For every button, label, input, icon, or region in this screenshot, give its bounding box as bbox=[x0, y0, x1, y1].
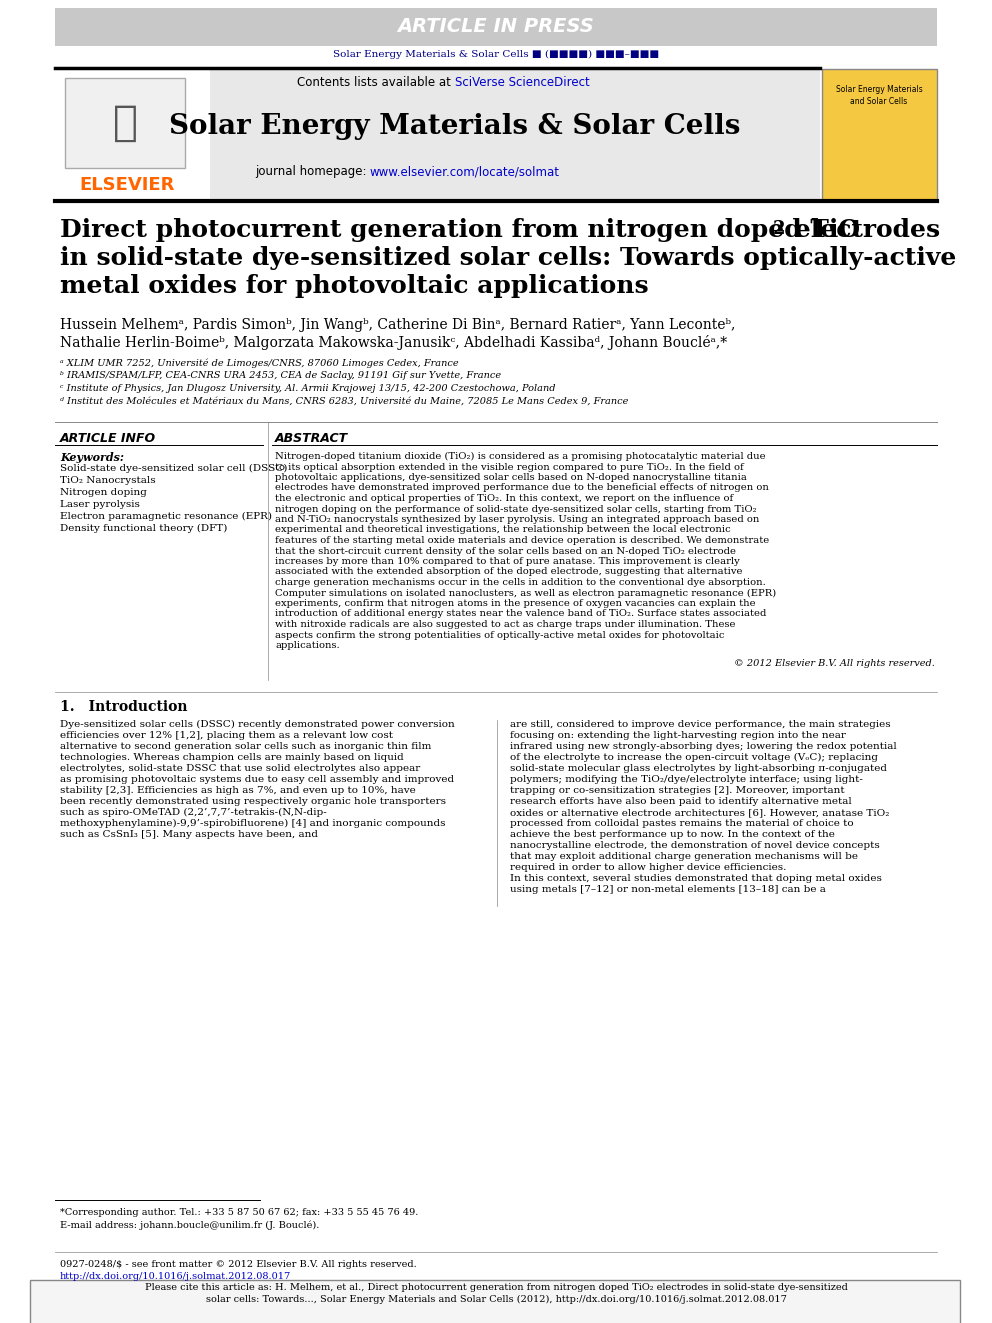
Text: ᵇ IRAMIS/SPAM/LFP, CEA-CNRS URA 2453, CEA de Saclay, 91191 Gif sur Yvette, Franc: ᵇ IRAMIS/SPAM/LFP, CEA-CNRS URA 2453, CE… bbox=[60, 370, 501, 380]
Text: Hussein Melhemᵃ, Pardis Simonᵇ, Jin Wangᵇ, Catherine Di Binᵃ, Bernard Ratierᵃ, Y: Hussein Melhemᵃ, Pardis Simonᵇ, Jin Wang… bbox=[60, 318, 735, 332]
Text: to its optical absorption extended in the visible region compared to pure TiO₂. : to its optical absorption extended in th… bbox=[275, 463, 744, 471]
Text: 🌳: 🌳 bbox=[112, 102, 138, 144]
Text: associated with the extended absorption of the doped electrode, suggesting that : associated with the extended absorption … bbox=[275, 568, 742, 577]
Text: been recently demonstrated using respectively organic hole transporters: been recently demonstrated using respect… bbox=[60, 796, 446, 806]
Text: focusing on: extending the light-harvesting region into the near: focusing on: extending the light-harvest… bbox=[510, 732, 846, 740]
Text: www.elsevier.com/locate/solmat: www.elsevier.com/locate/solmat bbox=[370, 165, 560, 179]
Text: methoxyphenylamine)-9,9’-spirobifluorene) [4] and inorganic compounds: methoxyphenylamine)-9,9’-spirobifluorene… bbox=[60, 819, 445, 828]
Text: the electronic and optical properties of TiO₂. In this context, we report on the: the electronic and optical properties of… bbox=[275, 493, 733, 503]
Text: electrodes have demonstrated improved performance due to the beneficial effects : electrodes have demonstrated improved pe… bbox=[275, 483, 769, 492]
Text: © 2012 Elsevier B.V. All rights reserved.: © 2012 Elsevier B.V. All rights reserved… bbox=[734, 659, 935, 668]
Text: Contents lists available at: Contents lists available at bbox=[298, 77, 455, 90]
Text: journal homepage:: journal homepage: bbox=[255, 165, 370, 179]
Text: that the short-circuit current density of the solar cells based on an N-doped Ti: that the short-circuit current density o… bbox=[275, 546, 736, 556]
Text: such as CsSnI₃ [5]. Many aspects have been, and: such as CsSnI₃ [5]. Many aspects have be… bbox=[60, 830, 318, 839]
Text: ABSTRACT: ABSTRACT bbox=[275, 433, 348, 445]
FancyBboxPatch shape bbox=[55, 69, 210, 200]
Text: electrolytes, solid-state DSSC that use solid electrolytes also appear: electrolytes, solid-state DSSC that use … bbox=[60, 763, 421, 773]
Text: Nathalie Herlin-Boimeᵇ, Malgorzata Makowska-Janusikᶜ, Abdelhadi Kassibaᵈ, Johann: Nathalie Herlin-Boimeᵇ, Malgorzata Makow… bbox=[60, 335, 727, 351]
Text: TiO₂ Nanocrystals: TiO₂ Nanocrystals bbox=[60, 476, 156, 486]
Text: experimental and theoretical investigations, the relationship between the local : experimental and theoretical investigati… bbox=[275, 525, 731, 534]
Text: In this context, several studies demonstrated that doping metal oxides: In this context, several studies demonst… bbox=[510, 875, 882, 882]
Text: efficiencies over 12% [1,2], placing them as a relevant low cost: efficiencies over 12% [1,2], placing the… bbox=[60, 732, 393, 740]
Text: SciVerse ScienceDirect: SciVerse ScienceDirect bbox=[455, 77, 590, 90]
Text: Direct photocurrent generation from nitrogen doped TiO: Direct photocurrent generation from nitr… bbox=[60, 218, 860, 242]
Text: as promising photovoltaic systems due to easy cell assembly and improved: as promising photovoltaic systems due to… bbox=[60, 775, 454, 785]
Text: solar cells: Towards..., Solar Energy Materials and Solar Cells (2012), http://d: solar cells: Towards..., Solar Energy Ma… bbox=[205, 1295, 787, 1304]
Text: trapping or co-sensitization strategies [2]. Moreover, important: trapping or co-sensitization strategies … bbox=[510, 786, 844, 795]
Text: Solar Energy Materials & Solar Cells: Solar Energy Materials & Solar Cells bbox=[170, 114, 741, 140]
Text: ELSEVIER: ELSEVIER bbox=[79, 176, 175, 194]
Text: alternative to second generation solar cells such as inorganic thin film: alternative to second generation solar c… bbox=[60, 742, 432, 751]
Text: Nitrogen doping: Nitrogen doping bbox=[60, 488, 147, 497]
Text: ᵈ Institut des Molécules et Matériaux du Mans, CNRS 6283, Université du Maine, 7: ᵈ Institut des Molécules et Matériaux du… bbox=[60, 397, 628, 406]
Text: Please cite this article as: H. Melhem, et al., Direct photocurrent generation f: Please cite this article as: H. Melhem, … bbox=[145, 1283, 847, 1293]
Text: required in order to allow higher device efficiencies.: required in order to allow higher device… bbox=[510, 863, 787, 872]
Text: nanocrystalline electrode, the demonstration of novel device concepts: nanocrystalline electrode, the demonstra… bbox=[510, 841, 880, 849]
Text: ᵃ XLIM UMR 7252, Université de Limoges/CNRS, 87060 Limoges Cedex, France: ᵃ XLIM UMR 7252, Université de Limoges/C… bbox=[60, 359, 458, 368]
Text: Dye-sensitized solar cells (DSSC) recently demonstrated power conversion: Dye-sensitized solar cells (DSSC) recent… bbox=[60, 720, 454, 729]
Text: Electron paramagnetic resonance (EPR): Electron paramagnetic resonance (EPR) bbox=[60, 512, 272, 521]
Text: such as spiro-OMeTAD (2,2’,7,7’-tetrakis-(N,N-dip-: such as spiro-OMeTAD (2,2’,7,7’-tetrakis… bbox=[60, 808, 326, 818]
Text: stability [2,3]. Efficiencies as high as 7%, and even up to 10%, have: stability [2,3]. Efficiencies as high as… bbox=[60, 786, 416, 795]
Text: ARTICLE INFO: ARTICLE INFO bbox=[60, 433, 156, 445]
Text: in solid-state dye-sensitized solar cells: Towards optically-active: in solid-state dye-sensitized solar cell… bbox=[60, 246, 956, 270]
Text: experiments, confirm that nitrogen atoms in the presence of oxygen vacancies can: experiments, confirm that nitrogen atoms… bbox=[275, 599, 756, 609]
Text: Computer simulations on isolated nanoclusters, as well as electron paramagnetic : Computer simulations on isolated nanoclu… bbox=[275, 589, 777, 598]
Text: of the electrolyte to increase the open-circuit voltage (VₒC); replacing: of the electrolyte to increase the open-… bbox=[510, 753, 878, 762]
Text: Solar Energy Materials & Solar Cells ■ (■■■■) ■■■–■■■: Solar Energy Materials & Solar Cells ■ (… bbox=[333, 49, 659, 58]
Text: polymers; modifying the TiO₂/dye/electrolyte interface; using light-: polymers; modifying the TiO₂/dye/electro… bbox=[510, 775, 863, 785]
Text: nitrogen doping on the performance of solid-state dye-sensitized solar cells, st: nitrogen doping on the performance of so… bbox=[275, 504, 757, 513]
Text: processed from colloidal pastes remains the material of choice to: processed from colloidal pastes remains … bbox=[510, 819, 854, 828]
Text: http://dx.doi.org/10.1016/j.solmat.2012.08.017: http://dx.doi.org/10.1016/j.solmat.2012.… bbox=[60, 1271, 292, 1281]
Text: with nitroxide radicals are also suggested to act as charge traps under illumina: with nitroxide radicals are also suggest… bbox=[275, 620, 735, 628]
Text: infrared using new strongly-absorbing dyes; lowering the redox potential: infrared using new strongly-absorbing dy… bbox=[510, 742, 897, 751]
Text: 0927-0248/$ - see front matter © 2012 Elsevier B.V. All rights reserved.: 0927-0248/$ - see front matter © 2012 El… bbox=[60, 1259, 417, 1269]
Text: aspects confirm the strong potentialities of optically-active metal oxides for p: aspects confirm the strong potentialitie… bbox=[275, 631, 724, 639]
FancyBboxPatch shape bbox=[822, 69, 937, 200]
FancyBboxPatch shape bbox=[55, 8, 937, 46]
Text: charge generation mechanisms occur in the cells in addition to the conventional : charge generation mechanisms occur in th… bbox=[275, 578, 766, 587]
Text: electrodes: electrodes bbox=[786, 218, 940, 242]
Text: metal oxides for photovoltaic applications: metal oxides for photovoltaic applicatio… bbox=[60, 274, 649, 298]
Text: are still, considered to improve device performance, the main strategies: are still, considered to improve device … bbox=[510, 720, 891, 729]
Text: that may exploit additional charge generation mechanisms will be: that may exploit additional charge gener… bbox=[510, 852, 858, 861]
Text: Density functional theory (DFT): Density functional theory (DFT) bbox=[60, 524, 227, 533]
Text: photovoltaic applications, dye-sensitized solar cells based on N-doped nanocryst: photovoltaic applications, dye-sensitize… bbox=[275, 474, 747, 482]
Text: and Solar Cells: and Solar Cells bbox=[850, 97, 908, 106]
FancyBboxPatch shape bbox=[65, 78, 185, 168]
Text: research efforts have also been paid to identify alternative metal: research efforts have also been paid to … bbox=[510, 796, 852, 806]
Text: Nitrogen-doped titanium dioxide (TiO₂) is considered as a promising photocatalyt: Nitrogen-doped titanium dioxide (TiO₂) i… bbox=[275, 452, 766, 462]
Text: Solid-state dye-sensitized solar cell (DSSC): Solid-state dye-sensitized solar cell (D… bbox=[60, 464, 288, 474]
Text: features of the starting metal oxide materials and device operation is described: features of the starting metal oxide mat… bbox=[275, 536, 769, 545]
Text: Solar Energy Materials: Solar Energy Materials bbox=[835, 85, 923, 94]
Text: and N-TiO₂ nanocrystals synthesized by laser pyrolysis. Using an integrated appr: and N-TiO₂ nanocrystals synthesized by l… bbox=[275, 515, 759, 524]
Text: solid-state molecular glass electrolytes by light-absorbing π-conjugated: solid-state molecular glass electrolytes… bbox=[510, 763, 887, 773]
FancyBboxPatch shape bbox=[55, 69, 820, 200]
Text: 2: 2 bbox=[773, 220, 786, 238]
Text: Laser pyrolysis: Laser pyrolysis bbox=[60, 500, 140, 509]
Text: achieve the best performance up to now. In the context of the: achieve the best performance up to now. … bbox=[510, 830, 835, 839]
Text: ᶜ Institute of Physics, Jan Dlugosz University, Al. Armii Krajowej 13/15, 42-200: ᶜ Institute of Physics, Jan Dlugosz Univ… bbox=[60, 384, 556, 393]
Text: Keywords:: Keywords: bbox=[60, 452, 124, 463]
Text: oxides or alternative electrode architectures [6]. However, anatase TiO₂: oxides or alternative electrode architec… bbox=[510, 808, 890, 818]
Text: E-mail address: johann.boucle@unilim.fr (J. Bouclé).: E-mail address: johann.boucle@unilim.fr … bbox=[60, 1220, 319, 1229]
Text: using metals [7–12] or non-metal elements [13–18] can be a: using metals [7–12] or non-metal element… bbox=[510, 885, 826, 894]
Text: increases by more than 10% compared to that of pure anatase. This improvement is: increases by more than 10% compared to t… bbox=[275, 557, 740, 566]
Text: applications.: applications. bbox=[275, 642, 339, 650]
FancyBboxPatch shape bbox=[30, 1279, 960, 1323]
Text: 1. Introduction: 1. Introduction bbox=[60, 700, 187, 714]
Text: introduction of additional energy states near the valence band of TiO₂. Surface : introduction of additional energy states… bbox=[275, 610, 767, 618]
Text: ARTICLE IN PRESS: ARTICLE IN PRESS bbox=[398, 17, 594, 37]
Text: technologies. Whereas champion cells are mainly based on liquid: technologies. Whereas champion cells are… bbox=[60, 753, 404, 762]
Text: *Corresponding author. Tel.: +33 5 87 50 67 62; fax: +33 5 55 45 76 49.: *Corresponding author. Tel.: +33 5 87 50… bbox=[60, 1208, 419, 1217]
